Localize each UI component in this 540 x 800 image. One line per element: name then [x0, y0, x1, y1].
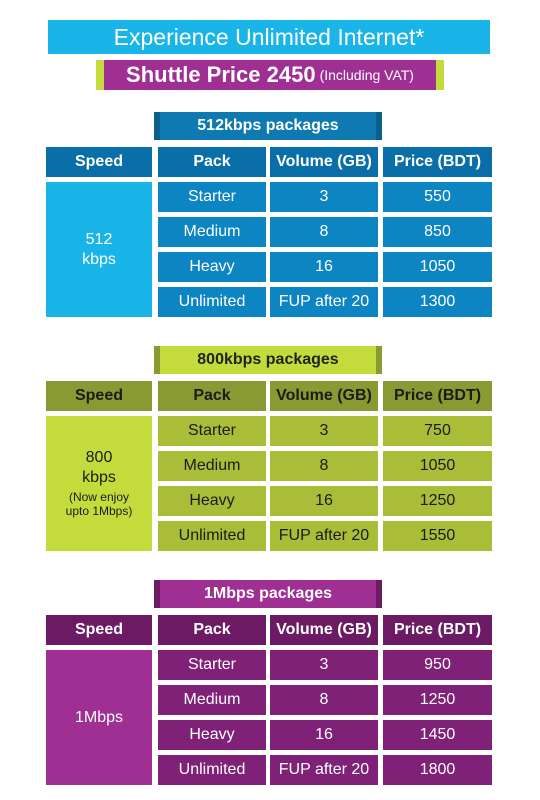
column-header-volume: Volume (GB) [270, 147, 378, 177]
table-cell-price: 850 [383, 217, 492, 247]
table-cell-price: 1450 [383, 720, 492, 750]
table-cell-volume: 8 [270, 217, 378, 247]
table-cell-volume: 16 [270, 720, 378, 750]
table-cell-pack: Medium [158, 217, 266, 247]
table-cell-volume: 8 [270, 685, 378, 715]
table-cell-volume: 16 [270, 486, 378, 516]
table-cell-price: 1800 [383, 755, 492, 785]
shuttle-price-label: Shuttle Price 2450 [126, 62, 316, 87]
table-cell-pack: Medium [158, 451, 266, 481]
section-title: 512kbps packages [154, 112, 382, 140]
column-header-speed: Speed [46, 147, 152, 177]
shuttle-price-banner: Shuttle Price 2450 (Including VAT) [96, 60, 444, 90]
table-cell-price: 1300 [383, 287, 492, 317]
table-cell-pack: Starter [158, 182, 266, 212]
speed-value: 512 kbps [82, 231, 116, 268]
table-cell-pack: Heavy [158, 252, 266, 282]
column-header-price: Price (BDT) [383, 381, 492, 411]
table-cell-pack: Heavy [158, 720, 266, 750]
speed-value: 1Mbps [74, 708, 124, 726]
speed-value: 800 kbps [82, 449, 116, 486]
section-title: 800kbps packages [154, 346, 382, 374]
table-cell-pack: Unlimited [158, 521, 266, 551]
table-cell-volume: FUP after 20 [270, 287, 378, 317]
column-header-volume: Volume (GB) [270, 381, 378, 411]
speed-cell: 1Mbps [46, 650, 152, 785]
table-cell-price: 1550 [383, 521, 492, 551]
page-title: Experience Unlimited Internet* [48, 20, 490, 54]
column-header-speed: Speed [46, 381, 152, 411]
table-cell-volume: 3 [270, 182, 378, 212]
table-cell-volume: 3 [270, 650, 378, 680]
table-cell-volume: FUP after 20 [270, 755, 378, 785]
table-cell-price: 1050 [383, 451, 492, 481]
table-cell-volume: 16 [270, 252, 378, 282]
table-cell-pack: Medium [158, 685, 266, 715]
column-header-pack: Pack [158, 147, 266, 177]
table-cell-pack: Heavy [158, 486, 266, 516]
speed-note: (Now enjoy upto 1Mbps) [65, 489, 133, 519]
table-cell-price: 750 [383, 416, 492, 446]
table-cell-pack: Unlimited [158, 287, 266, 317]
table-cell-price: 1050 [383, 252, 492, 282]
table-cell-volume: FUP after 20 [270, 521, 378, 551]
table-cell-pack: Unlimited [158, 755, 266, 785]
column-header-price: Price (BDT) [383, 615, 492, 645]
column-header-pack: Pack [158, 615, 266, 645]
table-cell-volume: 3 [270, 416, 378, 446]
column-header-price: Price (BDT) [383, 147, 492, 177]
table-cell-price: 1250 [383, 486, 492, 516]
column-header-speed: Speed [46, 615, 152, 645]
section-title: 1Mbps packages [154, 580, 382, 608]
table-cell-price: 1250 [383, 685, 492, 715]
table-cell-price: 550 [383, 182, 492, 212]
column-header-volume: Volume (GB) [270, 615, 378, 645]
shuttle-price-note: (Including VAT) [319, 67, 414, 83]
table-cell-pack: Starter [158, 650, 266, 680]
speed-cell: 512 kbps [46, 182, 152, 317]
table-cell-volume: 8 [270, 451, 378, 481]
table-cell-pack: Starter [158, 416, 266, 446]
speed-cell: 800 kbps (Now enjoy upto 1Mbps) [46, 416, 152, 551]
column-header-pack: Pack [158, 381, 266, 411]
table-cell-price: 950 [383, 650, 492, 680]
